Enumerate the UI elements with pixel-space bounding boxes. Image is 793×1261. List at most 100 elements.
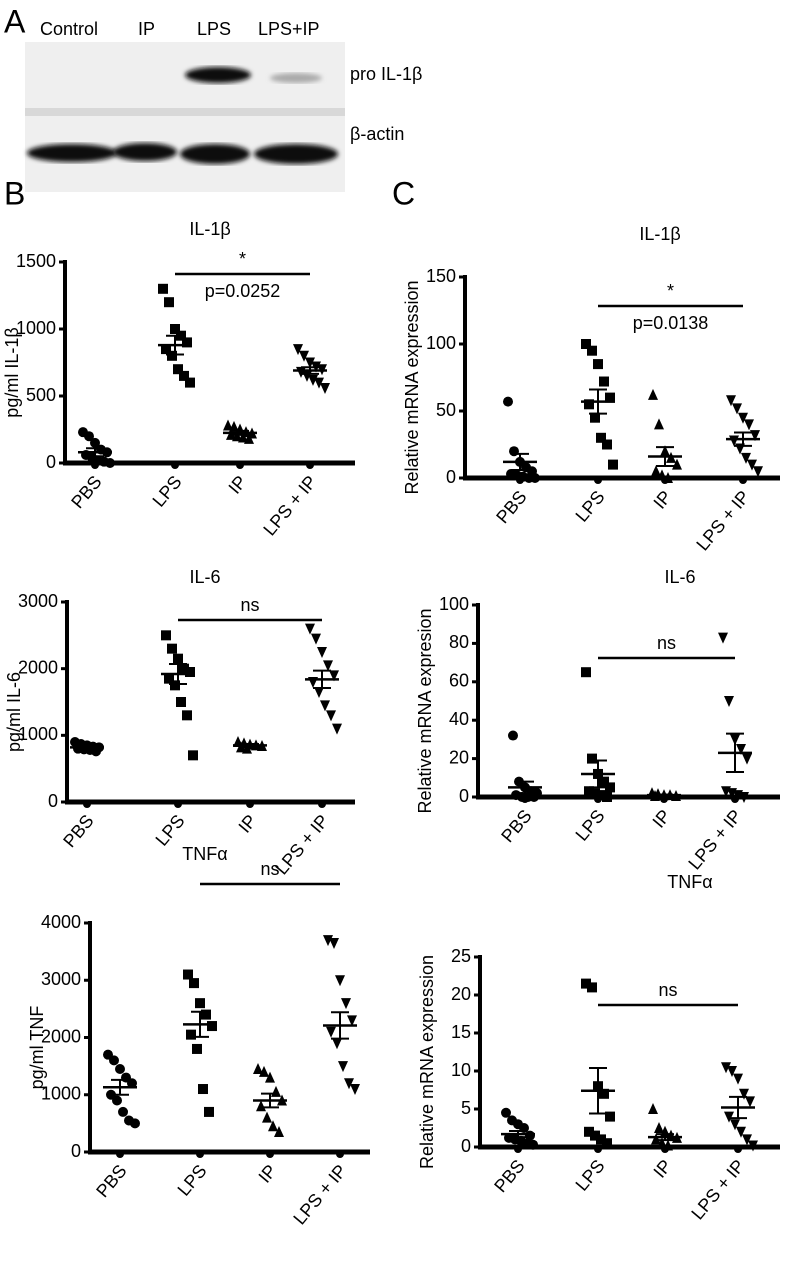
data-point [293, 344, 303, 356]
data-point [657, 1137, 667, 1149]
y-tick-label: 5 [461, 1098, 471, 1118]
data-point [332, 723, 342, 735]
x-tick-label: LPS + IP [692, 487, 753, 555]
data-point [314, 377, 324, 389]
data-point [229, 420, 239, 432]
y-tick-label: 0 [46, 452, 56, 472]
x-tick [594, 1145, 602, 1153]
data-point [672, 458, 682, 470]
data-point [593, 359, 603, 370]
data-point [344, 1078, 354, 1090]
chart-title: TNFα [667, 872, 712, 892]
data-point [739, 1088, 749, 1100]
data-point [268, 1120, 278, 1132]
data-point [730, 1119, 740, 1131]
y-tick-label: 20 [451, 984, 471, 1004]
lane-label: Control [40, 19, 98, 39]
data-point [721, 1062, 731, 1074]
chart-title: IL-6 [189, 567, 220, 587]
data-point [173, 364, 183, 375]
x-tick [171, 461, 179, 469]
y-axis-label: Relative mRNA expression [402, 280, 422, 494]
x-tick [594, 476, 602, 484]
y-axis-label: pg/ml IL-1β [2, 327, 22, 417]
data-point [161, 344, 171, 355]
y-tick-label: 80 [449, 632, 469, 652]
data-point [323, 935, 333, 947]
data-point [186, 1029, 196, 1040]
x-tick-label: IP [224, 472, 250, 498]
x-tick [514, 1145, 522, 1153]
data-point [259, 1065, 269, 1077]
data-point [584, 786, 594, 797]
x-tick-label: LPS [572, 1156, 609, 1195]
data-point [584, 1126, 594, 1137]
data-point [314, 687, 324, 698]
x-tick-label: PBS [92, 1161, 130, 1201]
data-point [596, 790, 606, 801]
band [254, 144, 338, 164]
x-tick-label: IP [649, 1156, 675, 1182]
data-point [189, 978, 199, 989]
significance-mark: ns [657, 633, 676, 653]
chart-title: TNFα [182, 844, 227, 864]
y-tick-label: 500 [26, 385, 56, 405]
y-tick-label: 20 [449, 747, 469, 767]
y-tick-label: 3000 [41, 969, 81, 989]
data-point [605, 392, 615, 403]
data-point [326, 710, 336, 722]
data-point [207, 1021, 217, 1032]
data-point [173, 653, 183, 664]
data-point [305, 357, 315, 369]
x-tick-label: PBS [67, 472, 105, 512]
data-point [115, 1063, 125, 1074]
y-tick-label: 1000 [18, 724, 58, 744]
data-point [253, 1062, 263, 1074]
y-tick-label: 0 [48, 791, 58, 811]
data-point [602, 439, 612, 450]
data-point [271, 1085, 281, 1097]
x-tick [336, 1150, 344, 1158]
data-point [195, 998, 205, 1009]
data-point [590, 1130, 600, 1141]
data-point [599, 376, 609, 387]
significance-mark: * [667, 281, 674, 301]
data-point [320, 700, 330, 712]
y-tick-label: 1000 [41, 1084, 81, 1104]
y-axis-label: pg/ml IL-6 [4, 672, 24, 752]
data-point [192, 1043, 202, 1054]
x-tick [318, 800, 326, 808]
x-tick [246, 800, 254, 808]
x-tick-label: PBS [490, 1156, 528, 1196]
x-tick-label: LPS [174, 1161, 211, 1200]
data-point [332, 1038, 342, 1050]
band [113, 143, 177, 161]
data-point [244, 432, 254, 444]
data-point [118, 1106, 128, 1117]
data-point [183, 969, 193, 980]
x-tick [266, 1150, 274, 1158]
data-point [242, 742, 252, 754]
data-point [105, 458, 115, 468]
x-tick-label: LPS [572, 806, 609, 845]
y-tick-label: 40 [449, 709, 469, 729]
x-tick-label: IP [254, 1161, 280, 1187]
data-point [508, 730, 518, 741]
x-tick-label: PBS [59, 811, 97, 851]
band [270, 73, 322, 83]
y-tick-label: 100 [426, 333, 456, 353]
data-point [265, 1071, 275, 1083]
data-point [176, 697, 186, 707]
data-point [602, 792, 612, 802]
blot-membrane [25, 42, 345, 192]
data-point [599, 776, 609, 787]
data-point [528, 1139, 538, 1150]
data-point [584, 399, 594, 410]
data-point [581, 667, 591, 678]
data-point [179, 663, 189, 674]
data-point [654, 418, 664, 430]
band-label: pro IL-1β [350, 64, 422, 84]
data-point [726, 395, 736, 407]
data-point [274, 1125, 284, 1137]
